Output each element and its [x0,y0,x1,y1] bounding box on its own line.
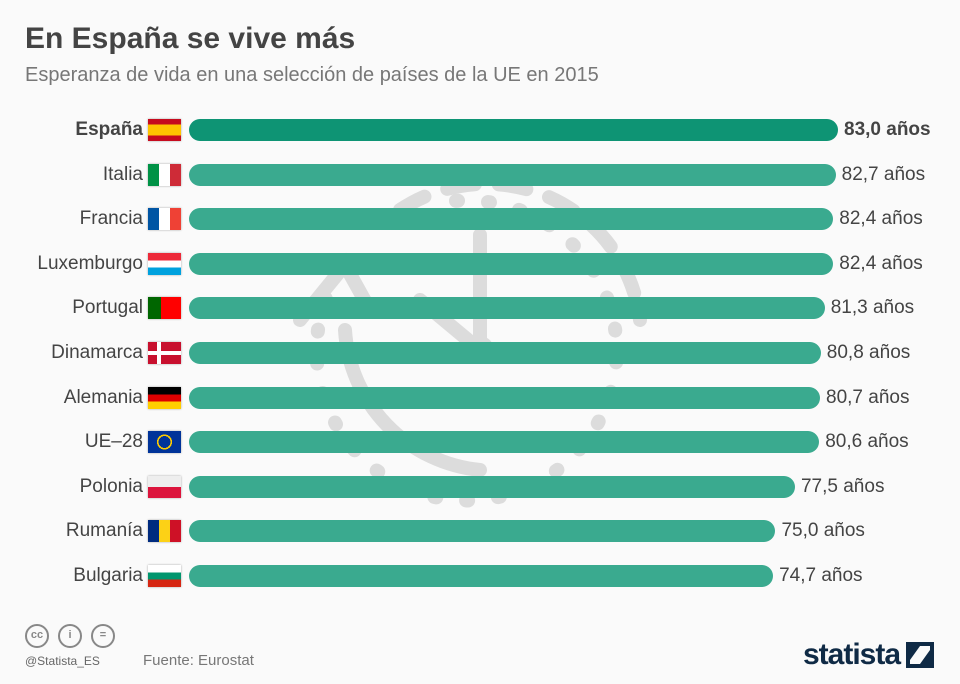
value-label: 82,7 años [841,163,926,185]
source-note: Fuente: Eurostat [143,652,254,669]
value-label: 82,4 años [839,208,923,230]
value-label: 74,7 años [779,565,863,586]
flag-icon [148,208,181,231]
category-label: Bulgaria [73,565,143,586]
bar [189,297,825,320]
flag-icon [148,252,181,275]
flag-icon [148,520,181,543]
flag-icon [148,297,181,320]
statista-logo[interactable]: statista [803,638,901,671]
category-label: Rumanía [65,520,143,542]
value-label: 77,5 años [800,475,885,497]
twitter-handle[interactable]: @Statista_ES [25,654,100,668]
bar [189,386,821,409]
value-label: 82,4 años [839,252,923,274]
value-label: 81,3 años [830,297,915,319]
attribution-icon[interactable]: i [58,624,82,648]
bar [189,119,838,141]
bar [189,565,774,587]
bar [189,475,795,498]
statista-logo-icon [906,642,934,668]
value-label: 80,7 años [826,386,910,408]
bar [189,431,820,454]
category-label: Portugal [72,297,143,319]
bar [189,163,836,186]
flag-icon [148,163,181,186]
category-label: Alemania [63,386,143,408]
category-label: España [75,119,143,140]
cc-license-icon[interactable]: cc [25,624,49,648]
value-label: 83,0 años [844,119,931,140]
category-label: Dinamarca [51,342,143,363]
bar [189,520,776,543]
value-label: 80,8 años [826,342,911,363]
bar [189,252,834,275]
flag-icon [148,565,181,587]
flag-icon [148,342,181,364]
no-derivatives-icon[interactable]: = [91,624,115,648]
category-label: UE–28 [84,431,143,453]
category-label: Italia [102,163,143,185]
chart-title: En España se vive más [25,22,356,55]
flag-icon [148,431,181,454]
value-label: 80,6 años [825,431,909,453]
chart-subtitle: Esperanza de vida en una selección de pa… [25,64,599,86]
flag-icon [148,386,181,409]
bar [189,208,834,231]
category-label: Polonia [79,475,143,497]
bar [189,342,821,364]
category-label: Francia [79,208,143,230]
category-label: Luxemburgo [37,252,143,274]
flag-icon [148,475,181,498]
flag-icon [148,119,181,141]
value-label: 75,0 años [781,520,865,542]
